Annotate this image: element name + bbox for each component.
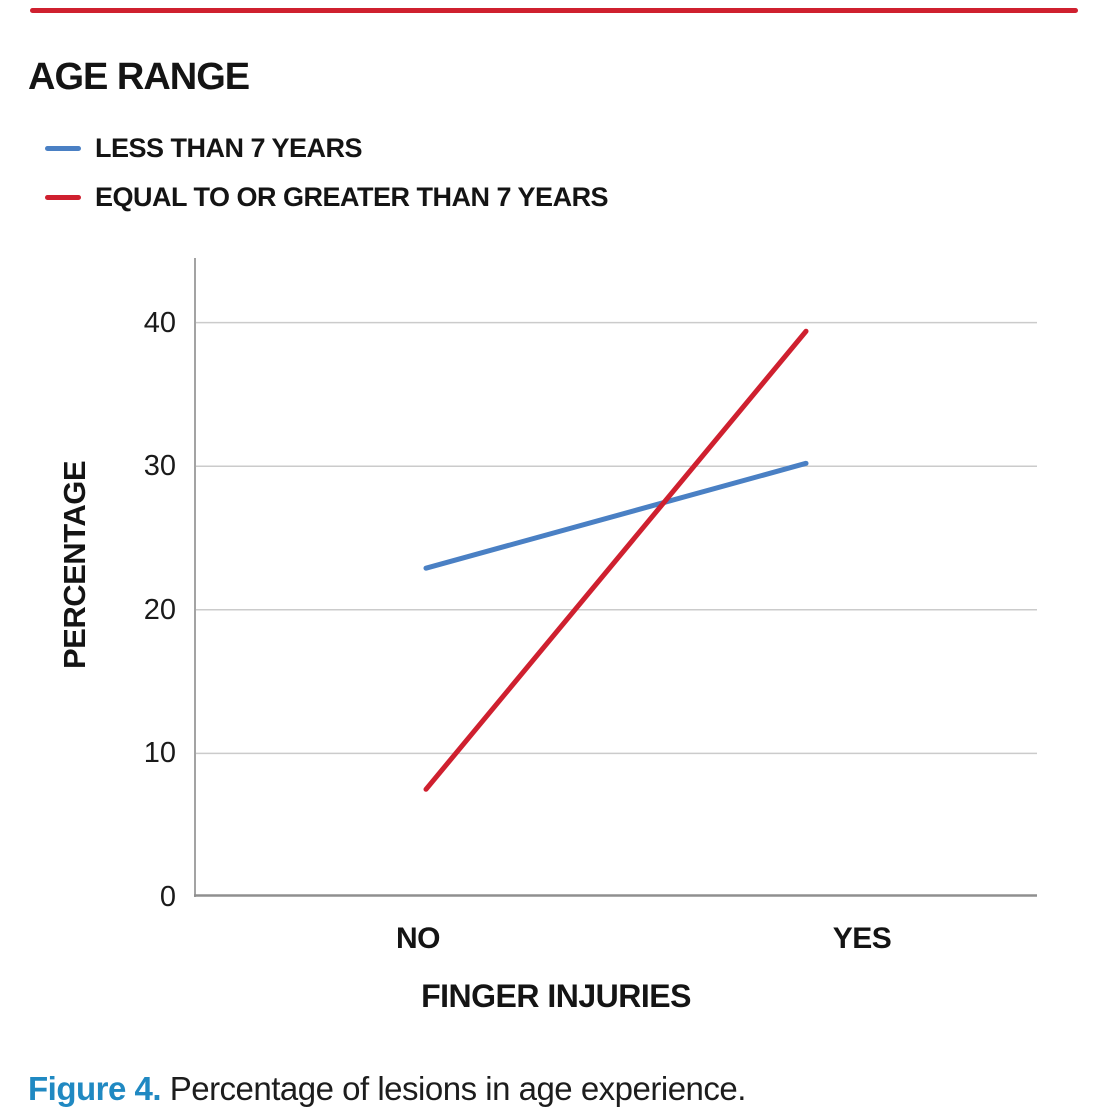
line-chart-plot-area bbox=[194, 258, 1037, 897]
figure-caption-label: Figure 4. bbox=[28, 1070, 162, 1107]
legend-line-swatch-icon bbox=[45, 145, 81, 151]
y-axis-title: PERCENTAGE bbox=[57, 460, 92, 669]
y-tick-label-0: 0 bbox=[159, 881, 176, 913]
x-axis-title: FINGER INJURIES bbox=[421, 978, 691, 1014]
figure-caption-text: Percentage of lesions in age experience. bbox=[169, 1070, 747, 1107]
top-accent-rule bbox=[30, 8, 1078, 13]
legend-item-0: LESS THAN 7 YEARS bbox=[45, 132, 608, 164]
legend-item-label: EQUAL TO OR GREATER THAN 7 YEARS bbox=[95, 181, 609, 212]
y-tick-label-10: 10 bbox=[143, 737, 176, 770]
y-tick-label-20: 20 bbox=[143, 593, 176, 626]
legend-line-swatch-icon bbox=[45, 194, 81, 200]
legend-item-label: LESS THAN 7 YEARS bbox=[95, 132, 363, 163]
x-category-label-yes: YES bbox=[832, 922, 892, 955]
x-category-label-no: NO bbox=[395, 922, 441, 955]
legend-item-1: EQUAL TO OR GREATER THAN 7 YEARS bbox=[45, 181, 609, 213]
y-tick-label-30: 30 bbox=[143, 450, 176, 483]
chart-legend: LESS THAN 7 YEARS EQUAL TO OR GREATER THA… bbox=[45, 132, 609, 230]
figure-caption: Figure 4. Percentage of lesions in age e… bbox=[28, 1070, 1078, 1108]
y-tick-label-40: 40 bbox=[143, 306, 176, 339]
series-line-1 bbox=[423, 328, 809, 792]
series-line-0 bbox=[423, 460, 809, 571]
legend-title: AGE RANGE bbox=[28, 56, 250, 98]
